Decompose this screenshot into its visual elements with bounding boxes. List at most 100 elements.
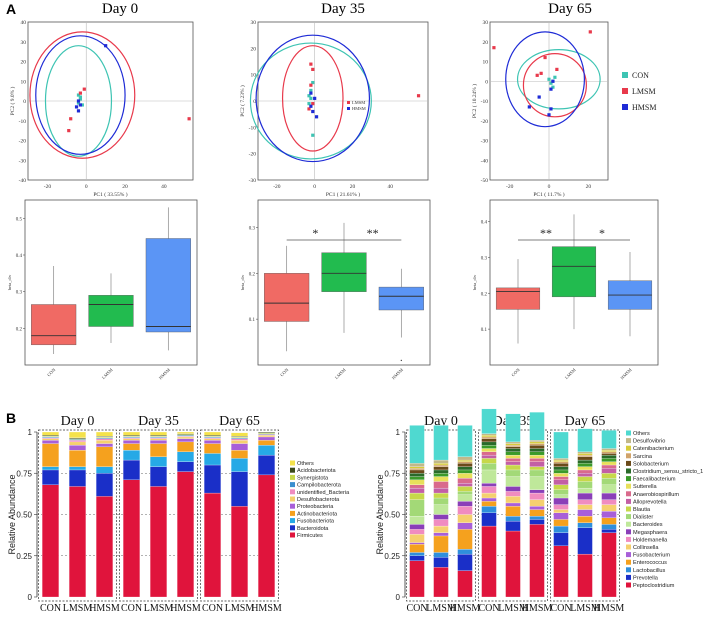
bar-xtick: CON: [202, 603, 223, 613]
bar-legend-label: Acidobacteriota: [297, 468, 336, 474]
bar-legend-label: Prevotella: [633, 575, 659, 581]
bar-segment-bacteroides: [433, 504, 449, 515]
bar-ytick: 0.50: [16, 511, 32, 520]
bar-segment-sarcina: [409, 468, 425, 471]
bar-segment-unidentified_bacteria: [96, 438, 113, 441]
pca-ytick: 0: [253, 99, 256, 105]
pca-xtick: 20: [122, 184, 128, 190]
bar-segment-peptoclostridium: [553, 545, 569, 598]
bar-segment-sarcina: [505, 445, 521, 447]
bar-segment-unidentified_bacteria: [69, 440, 86, 443]
bar-segment-sarcina: [433, 464, 449, 467]
pca-ytick: 20: [21, 60, 27, 66]
bar-legend-label: Firmicutes: [297, 533, 323, 539]
bar-xtick: LMSM: [225, 603, 255, 613]
panel-label-a: A: [6, 1, 16, 17]
bar-xtick: HMSM: [522, 603, 553, 613]
pca-point-lmsm: [69, 117, 73, 121]
bar-segment-actinobacteriota: [204, 443, 221, 454]
bar-segment-others: [601, 430, 617, 449]
bar-segment-solobacterium: [433, 466, 449, 471]
bar-segment-desulfovibrio: [553, 458, 569, 461]
bar-xtick: LMSM: [426, 603, 456, 613]
bar-legend-label: Fusobacteriota: [297, 519, 335, 525]
bar-segment-firmicutes: [177, 471, 194, 598]
pca-point-con: [307, 94, 311, 98]
significance-label: *: [599, 226, 605, 240]
boxplot-ytick: 0.2: [481, 292, 488, 297]
bar-segment-holdemanella: [457, 506, 473, 515]
bar-segment-faecalibacterium: [481, 445, 497, 449]
bar-segment-clostridium_sensu_stricto_1: [457, 466, 473, 471]
bar-segment-collinsella: [457, 514, 473, 523]
bar-legend-label: Sarcina: [633, 454, 653, 460]
bar-legend-swatch: [626, 453, 631, 459]
boxplot-box-lmsm: [321, 252, 367, 292]
bar-segment-sarcina: [553, 461, 569, 464]
bar-legend-swatch: [290, 525, 295, 531]
bar-segment-others: [481, 408, 497, 434]
bar-segment-bacteroidota: [42, 469, 59, 485]
bar-segment-fusobacteriota: [123, 450, 140, 461]
boxplot-row: 0.2 0.3 0.4 0.5 beta_div CON LMSM HMSM 0.1 0.2 0.3…: [7, 199, 659, 380]
bar-legend-swatch: [290, 460, 295, 466]
bar-legend-label: Anaerobiospirillum: [633, 492, 679, 498]
boxplot-xtick: CON: [279, 367, 290, 378]
pca-point-hmsm: [547, 113, 551, 117]
pca-point-con: [311, 133, 315, 137]
pca-point-lmsm: [309, 62, 313, 66]
bar-segment-desulfobacterota: [204, 438, 221, 441]
pca-point-con: [551, 85, 555, 89]
panel-label-b: B: [6, 410, 16, 426]
bar-segment-bacteroides: [481, 469, 497, 484]
bar-segment-alloprevotella: [553, 479, 569, 485]
pca-point-con: [307, 102, 311, 106]
boxplot-ytick: 0.1: [249, 318, 256, 323]
bar-segment-megasphaera: [481, 483, 497, 487]
pca-ellipse-lmsm: [29, 31, 136, 159]
significance-label: **: [540, 226, 552, 240]
pca-ytick: -50: [481, 178, 489, 184]
pca-point-lmsm: [311, 102, 315, 106]
bar-segment-enterococcus: [553, 519, 569, 527]
bar-group-box: [478, 429, 548, 602]
bar-group-title: Day 65: [219, 414, 260, 429]
bar-segment-peptoclostridium: [481, 525, 497, 598]
bar-segment-bacteroidota: [69, 469, 86, 487]
bar-segment-fusobacteriota: [204, 453, 221, 466]
bar-legend-label: Others: [297, 461, 314, 467]
bar-segment-desulfobacterota: [231, 440, 248, 444]
bar-legend-swatch: [626, 521, 631, 527]
bar-segment-others: [123, 431, 140, 436]
pca-ytick: 10: [21, 79, 27, 85]
bar-legend-swatch: [626, 574, 631, 580]
bar-legend-label: Holdemanella: [633, 537, 668, 543]
bar-segment-fusobacterium: [457, 522, 473, 530]
bar-segment-alloprevotella: [457, 483, 473, 487]
bar-segment-lactobacillus: [577, 522, 593, 528]
bar-segment-collinsella: [601, 504, 617, 512]
bar-segment-dialister: [457, 491, 473, 495]
pca-ytick: -20: [19, 139, 27, 145]
bar-segment-blautia: [529, 466, 545, 471]
bar-segment-clostridium_sensu_stricto_1: [577, 459, 593, 464]
bar-segment-proteobacteria: [42, 440, 59, 444]
bar-legend-label: Faecalibacterium: [633, 477, 676, 483]
pca-ytick: -30: [481, 139, 489, 145]
bar-segment-sarcina: [601, 451, 617, 454]
bar-segment-enterococcus: [601, 517, 617, 525]
pca-ytick: 30: [21, 40, 27, 46]
bar-segment-bacteroidota: [258, 454, 275, 476]
pca-ytick: -30: [249, 178, 257, 184]
bar-legend-swatch: [626, 559, 631, 565]
bar-segment-faecalibacterium: [553, 469, 569, 474]
bar-segment-faecalibacterium: [409, 476, 425, 480]
boxplot-box-con: [495, 287, 541, 310]
bar-segment-dialister: [601, 478, 617, 485]
bar-segment-clostridium_sensu_stricto_1: [433, 469, 449, 474]
bar-segment-others: [529, 412, 545, 441]
bar-segment-holdemanella: [433, 519, 449, 527]
pca-title: Day 0: [102, 1, 138, 17]
pca-ytick: 30: [483, 20, 489, 26]
bar-segment-anaerobiospirillum: [409, 484, 425, 489]
